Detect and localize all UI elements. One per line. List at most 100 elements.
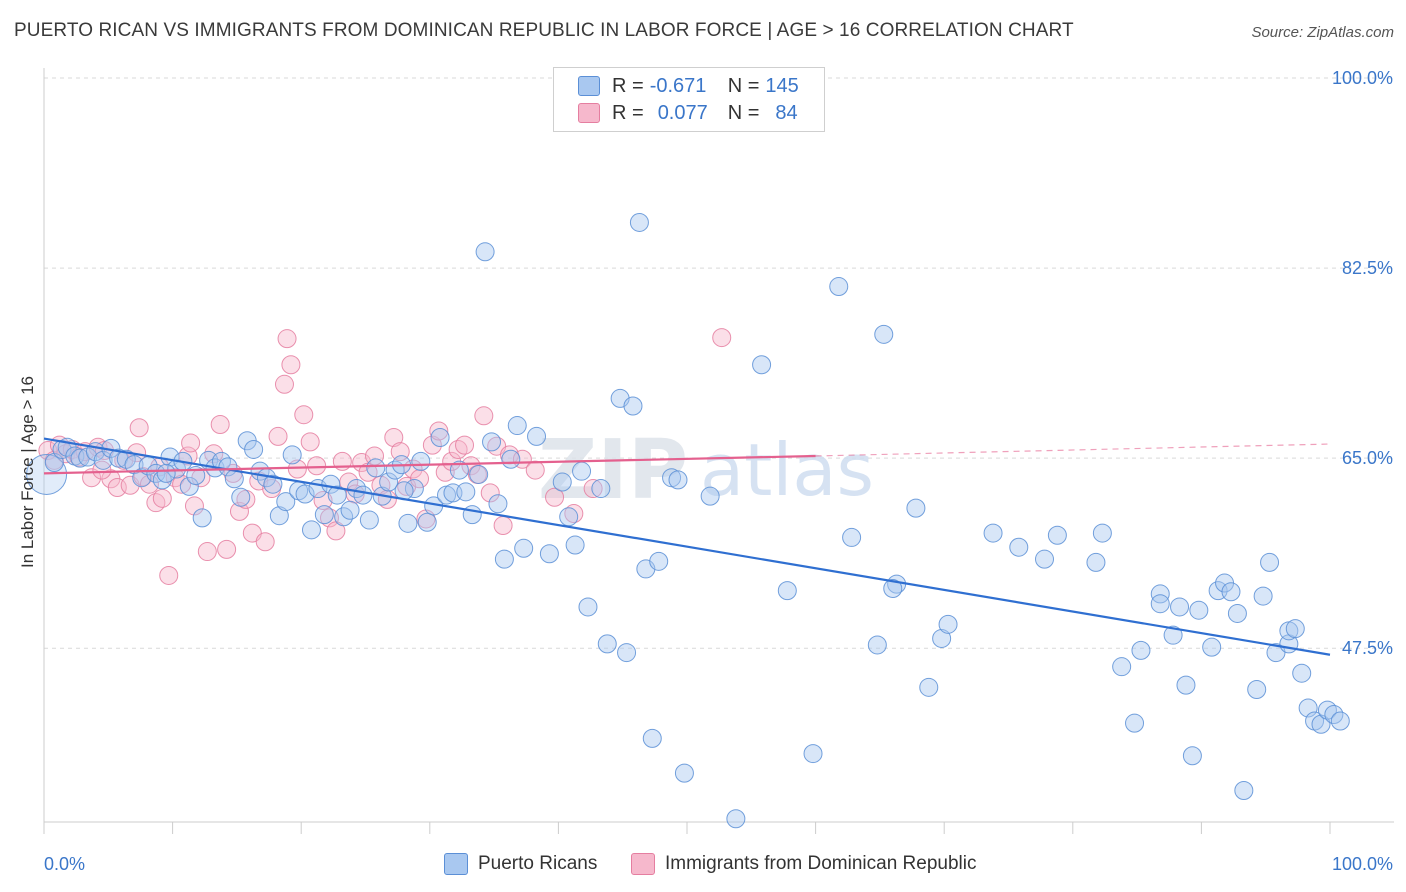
- blue-point: [430, 428, 450, 448]
- legend-r-label: R =: [612, 74, 644, 97]
- pink-trend-line: [43, 454, 816, 475]
- blue-point: [1086, 552, 1106, 572]
- y-tick-label: 100.0%: [1332, 68, 1393, 88]
- blue-point: [1112, 657, 1132, 677]
- blue-point: [938, 614, 958, 634]
- blue-point: [700, 486, 720, 506]
- blue-point: [269, 506, 289, 526]
- blue-point: [883, 578, 903, 598]
- y-tick-label: 65.0%: [1342, 448, 1393, 468]
- blue-point: [803, 744, 823, 764]
- bottom-legend-swatch-pink: [631, 853, 655, 875]
- blue-point: [983, 523, 1003, 543]
- blue-point: [649, 551, 669, 571]
- blue-point: [867, 635, 887, 655]
- legend-r-label: R =: [612, 101, 644, 124]
- blue-point: [282, 445, 302, 465]
- pink-point: [92, 460, 112, 480]
- blue-point: [829, 277, 849, 297]
- chart-source: Source: ZipAtlas.com: [1251, 24, 1394, 41]
- pink-point: [294, 405, 314, 425]
- pink-point: [712, 328, 732, 348]
- blue-point: [26, 453, 68, 495]
- pink-point: [255, 532, 275, 552]
- blue-series-points: [26, 212, 1350, 829]
- blue-point: [1035, 549, 1055, 569]
- legend-n-value: 84: [775, 101, 798, 124]
- blue-point: [482, 432, 502, 452]
- pink-trend-extension: [815, 443, 1331, 457]
- x-tick-label: 0.0%: [44, 854, 85, 874]
- chart-title: PUERTO RICAN VS IMMIGRANTS FROM DOMINICA…: [14, 20, 1074, 41]
- legend-swatch-pink: [578, 103, 600, 123]
- blue-point: [501, 449, 521, 469]
- blue-point: [906, 498, 926, 518]
- pink-point: [159, 565, 179, 585]
- blue-point: [366, 458, 386, 478]
- bottom-legend-swatch-blue: [444, 853, 468, 875]
- blue-point: [462, 505, 482, 525]
- blue-point: [327, 485, 347, 505]
- bottom-legend-label-pink: Immigrants from Dominican Republic: [665, 853, 977, 874]
- legend-row-blue: R = -0.671 N = 145: [578, 73, 799, 99]
- blue-point: [475, 242, 495, 262]
- pink-point: [300, 432, 320, 452]
- blue-point: [1311, 714, 1331, 734]
- blue-point: [1092, 523, 1112, 543]
- blue-point: [1150, 584, 1170, 604]
- bottom-legend-pink: Immigrants from Dominican Republic: [631, 852, 977, 876]
- pink-point: [313, 491, 333, 511]
- y-axis-label: In Labor Force | Age > 16: [18, 375, 37, 568]
- blue-point: [353, 485, 373, 505]
- pink-point: [172, 474, 192, 494]
- pink-point: [274, 374, 294, 394]
- blue-point: [1170, 597, 1190, 617]
- blue-point: [668, 470, 688, 490]
- blue-point: [572, 461, 592, 481]
- blue-point: [276, 492, 296, 512]
- blue-point: [1292, 663, 1312, 683]
- blue-point: [559, 507, 579, 527]
- blue-point: [514, 538, 534, 558]
- blue-point: [1009, 537, 1029, 557]
- blue-point: [1234, 781, 1254, 801]
- blue-point: [932, 628, 952, 648]
- blue-point: [591, 479, 611, 499]
- blue-point: [578, 597, 598, 617]
- blue-point: [379, 472, 399, 492]
- blue-point: [295, 484, 315, 504]
- legend-n-label: N =: [727, 74, 760, 97]
- blue-point: [874, 324, 894, 344]
- pink-point: [184, 496, 204, 516]
- blue-point: [1163, 625, 1183, 645]
- pink-point: [152, 488, 172, 508]
- blue-point: [231, 487, 251, 507]
- blue-point: [398, 513, 418, 533]
- pink-point: [139, 474, 159, 494]
- pink-point: [210, 414, 230, 434]
- blue-point: [359, 510, 379, 530]
- blue-trend-line: [43, 437, 1331, 656]
- blue-point: [623, 396, 643, 416]
- pink-point: [583, 479, 603, 499]
- blue-point: [93, 450, 113, 470]
- blue-point: [842, 527, 862, 547]
- pink-point: [493, 515, 513, 535]
- blue-point: [1202, 637, 1222, 657]
- legend-swatch-blue: [578, 76, 600, 96]
- blue-point: [726, 809, 746, 829]
- pink-point: [455, 435, 475, 455]
- legend-row-pink: R = 0.077 N = 84: [578, 100, 798, 126]
- pink-point: [197, 542, 217, 562]
- blue-point: [449, 460, 469, 480]
- blue-point: [156, 463, 176, 483]
- blue-point: [527, 426, 547, 446]
- blue-point: [244, 439, 264, 459]
- pink-point: [429, 421, 449, 441]
- blue-point: [1330, 711, 1350, 731]
- blue-point: [263, 474, 283, 494]
- blue-point: [752, 355, 772, 375]
- pink-point: [480, 483, 500, 503]
- watermark-zip: ZIP: [538, 423, 688, 518]
- blue-point: [919, 677, 939, 697]
